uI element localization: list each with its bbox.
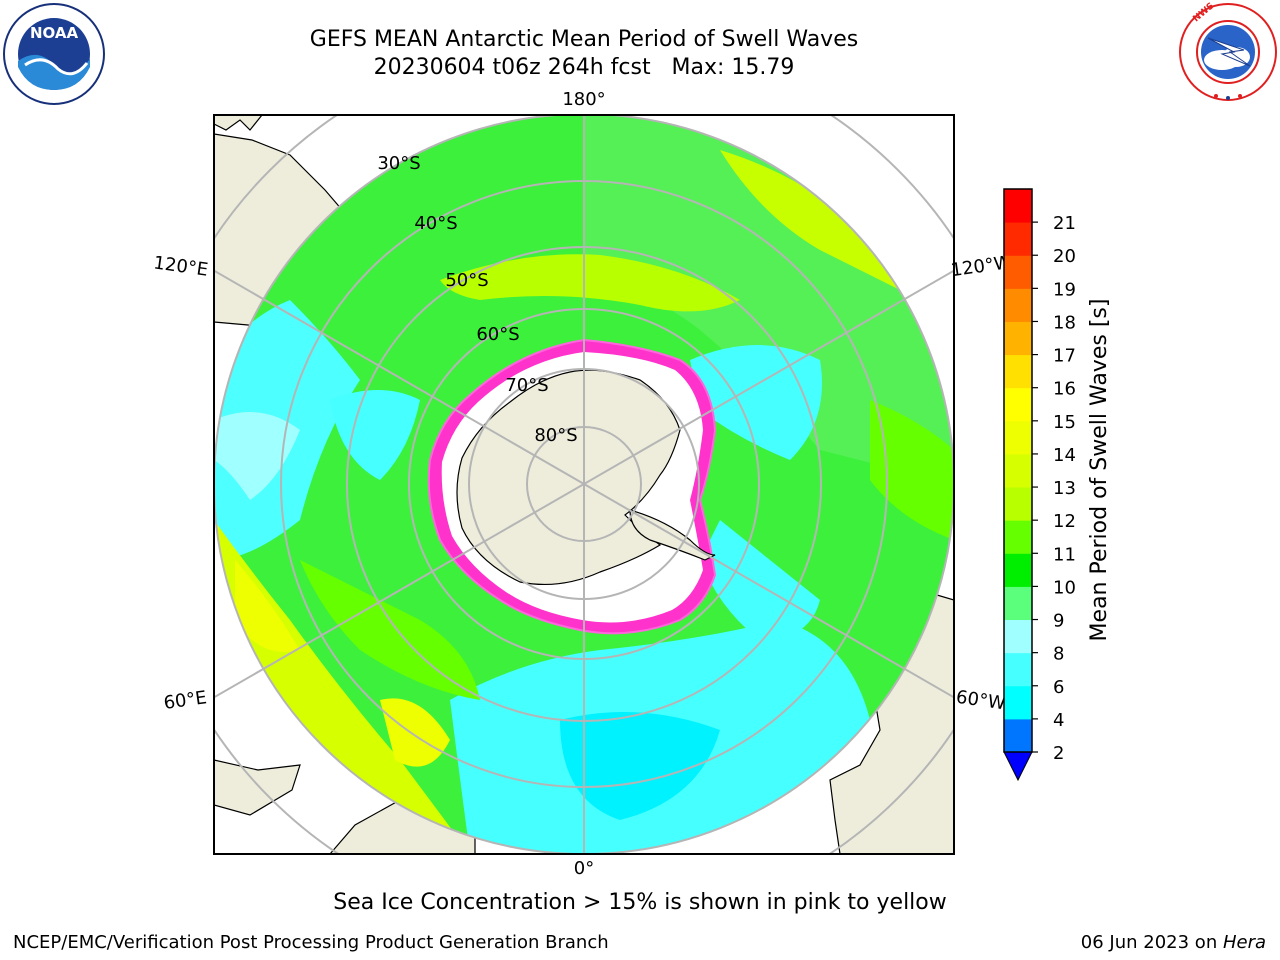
colorbar-segment (1004, 354, 1032, 389)
colorbar-tick-label: 14 (1053, 445, 1076, 466)
colorbar-segment (1004, 420, 1032, 455)
lat-label-50s: 50°S (445, 270, 488, 291)
lon-label-60e: 60°E (162, 687, 208, 714)
colorbar-border (1003, 188, 1033, 753)
colorbar-tick-label: 8 (1053, 644, 1064, 665)
swell-period-field (214, 114, 954, 854)
colorbar: 2 4 6 8 9 10 11 12 13 14 15 16 17 18 19 20 21 (1003, 188, 1076, 782)
colorbar-segment (1004, 553, 1032, 587)
colorbar-tick-label: 12 (1053, 511, 1076, 532)
colorbar-tick-label: 2 (1053, 743, 1064, 764)
sea-ice-note: Sea Ice Concentration > 15% is shown in … (333, 890, 947, 915)
lon-label-0: 0° (574, 858, 594, 879)
map-frame (213, 114, 955, 855)
colorbar-tick-label: 20 (1053, 246, 1076, 267)
colorbar-tick-label: 18 (1053, 312, 1076, 333)
antarctica (427, 338, 717, 635)
footer-date: 06 Jun 2023 on Hera (1081, 932, 1266, 953)
footer-branch: NCEP/EMC/Verification Post Processing Pr… (13, 932, 609, 953)
lat-label-30s: 30°S (377, 153, 420, 174)
colorbar-tick-label: 10 (1053, 577, 1076, 598)
colorbar-segment (1004, 321, 1032, 356)
colorbar-segment (1004, 487, 1032, 521)
colorbar-tick-label: 4 (1053, 710, 1064, 731)
colorbar-segment (1004, 652, 1032, 687)
svg-text:NOAA: NOAA (30, 24, 79, 42)
colorbar-segment (1004, 718, 1032, 753)
colorbar-tick-label: 17 (1053, 346, 1076, 367)
noaa-logo: NOAA (3, 3, 105, 105)
lat-label-60s: 60°S (476, 324, 519, 345)
nws-logo: NWS (1179, 2, 1277, 101)
colorbar-tick-label: 16 (1053, 379, 1076, 400)
colorbar-tick-label: 15 (1053, 412, 1076, 433)
colorbar-segment (1004, 586, 1032, 621)
colorbar-segment (1004, 520, 1032, 554)
lon-label-60w: 60°W (955, 687, 1007, 715)
chart-title: GEFS MEAN Antarctic Mean Period of Swell… (309, 27, 859, 52)
colorbar-segment (1004, 685, 1032, 720)
graticule (214, 115, 954, 854)
colorbar-segment (1004, 288, 1032, 322)
footer-date-text: 06 Jun 2023 on (1080, 932, 1223, 953)
lon-label-180: 180° (562, 89, 605, 110)
colorbar-tick-label: 19 (1053, 279, 1076, 300)
lon-label-120e: 120°E (152, 252, 209, 280)
colorbar-segment (1004, 453, 1032, 488)
colorbar-segment (1004, 255, 1032, 289)
colorbar-tick-label: 9 (1053, 611, 1064, 632)
chart-subtitle: 20230604 t06z 264h fcst Max: 15.79 (373, 55, 795, 80)
colorbar-extend-arrow (1003, 751, 1033, 782)
colorbar-segment (1004, 619, 1032, 654)
colorbar-segment (1004, 387, 1032, 422)
colorbar-segment (1004, 189, 1032, 223)
colorbar-tick-label: 11 (1053, 544, 1076, 565)
colorbar-tick-label: 21 (1053, 213, 1076, 234)
colorbar-label: Mean Period of Swell Waves [s] (1087, 299, 1112, 642)
colorbar-tick-label: 13 (1053, 478, 1076, 499)
colorbar-tick-label: 6 (1053, 677, 1064, 698)
lat-label-70s: 70°S (505, 375, 548, 396)
lat-label-80s: 80°S (534, 425, 577, 446)
colorbar-segment (1004, 222, 1032, 256)
footer-host: Hera (1222, 932, 1266, 953)
lat-label-40s: 40°S (414, 213, 457, 234)
